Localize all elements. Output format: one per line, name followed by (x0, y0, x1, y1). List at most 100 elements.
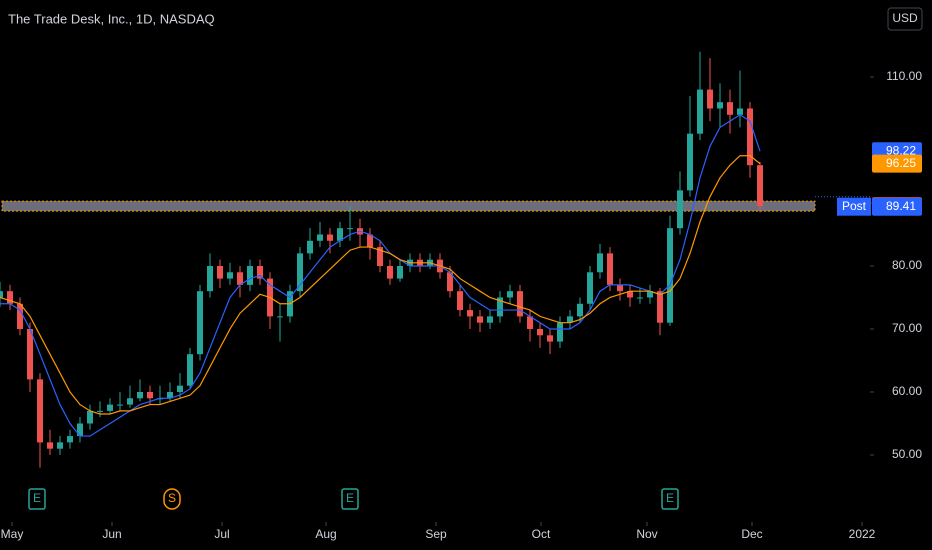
candle-body (137, 391, 143, 399)
candle-body (277, 316, 283, 318)
x-tick-label: Nov (636, 527, 657, 541)
candle-body (147, 391, 153, 399)
candle-body (507, 291, 513, 298)
event-label: E (346, 491, 354, 505)
candle-body (577, 303, 583, 317)
candle-body (107, 404, 113, 411)
candle-body (187, 354, 193, 386)
support-level (1, 200, 816, 212)
candle-body (167, 391, 173, 399)
candle-body (717, 102, 723, 109)
candle-body (457, 291, 463, 311)
candle-body (727, 102, 733, 115)
candle-body (77, 423, 83, 437)
y-tick-label: 70.00 (892, 321, 922, 335)
candle-body (537, 328, 543, 336)
candle-body (737, 108, 743, 115)
candle-body (517, 291, 523, 317)
ma-slow-tag-bg (872, 154, 922, 173)
candle-body (527, 316, 533, 329)
x-tick-label: 2022 (849, 527, 876, 541)
x-tick-label: Oct (532, 527, 551, 541)
candle-body (327, 234, 333, 241)
event-badge (341, 488, 359, 510)
candle-body (377, 247, 383, 266)
event-badge (28, 488, 46, 510)
event-label: S (168, 491, 176, 505)
x-tick-label: Aug (315, 527, 336, 541)
event-badge (163, 488, 181, 510)
candle-body (47, 442, 53, 449)
post-price-tag-bg (872, 197, 922, 216)
post-label-bg (837, 197, 871, 216)
x-tick-label: Jun (102, 527, 121, 541)
candle-body (397, 265, 403, 279)
candle-body (757, 165, 763, 207)
candle-body (497, 297, 503, 317)
candle-body (237, 272, 243, 285)
candle-body (607, 253, 613, 285)
candle-body (707, 89, 713, 109)
currency-box[interactable] (887, 7, 923, 31)
candle-body (227, 272, 233, 279)
candle-body (347, 228, 353, 230)
candle-body (467, 310, 473, 317)
candle-body (627, 291, 633, 298)
candle-body (667, 228, 673, 323)
candle-body (677, 190, 683, 229)
moving-average (0, 114, 761, 437)
candle-body (297, 253, 303, 292)
candle-body (337, 228, 343, 241)
candle-body (97, 410, 103, 412)
currency[interactable]: USD (892, 11, 918, 25)
candle-body (697, 89, 703, 134)
candle-body (587, 272, 593, 304)
post-price-tag: 89.41 (886, 199, 916, 213)
event-badge (661, 488, 679, 510)
candle-body (567, 316, 573, 323)
candle-body (177, 385, 183, 392)
x-tick-label: May (1, 527, 24, 541)
candle-body (447, 272, 453, 292)
candle-body (257, 265, 263, 279)
candle-body (597, 253, 603, 273)
candle-body (477, 316, 483, 323)
candle-body (37, 379, 43, 443)
candle-body (27, 328, 33, 380)
candle-body (747, 108, 753, 166)
post-label: Post (842, 199, 867, 213)
event-label: E (33, 491, 41, 505)
candle-body (217, 265, 223, 279)
candle-body (647, 291, 653, 298)
y-tick-label: 110.00 (886, 69, 922, 83)
candle-body (657, 291, 663, 323)
candle-body (87, 410, 93, 424)
candle-body (67, 436, 73, 443)
candle-body (247, 265, 253, 285)
candle-body (117, 404, 123, 406)
candle-body (17, 303, 23, 329)
candle-body (127, 398, 133, 405)
x-tick-label: Jul (214, 527, 229, 541)
candle-body (0, 291, 3, 298)
candle-body (487, 316, 493, 323)
ma-fast-tag: 98.22 (886, 143, 916, 157)
x-tick-label: Dec (741, 527, 762, 541)
candle-body (307, 240, 313, 254)
candle-body (637, 297, 643, 299)
candle-body (687, 133, 693, 191)
candle-body (7, 291, 13, 304)
candle-body (57, 442, 63, 449)
candle-body (367, 234, 373, 248)
x-tick-label: Sep (425, 527, 447, 541)
moving-average (0, 155, 761, 415)
chart-title: The Trade Desk, Inc., 1D, NASDAQ (8, 11, 215, 26)
ma-slow-tag: 96.25 (886, 156, 916, 170)
candle-body (617, 284, 623, 292)
candle-body (387, 265, 393, 279)
candle-body (197, 291, 203, 355)
y-tick-label: 50.00 (892, 447, 922, 461)
y-tick-label: 60.00 (892, 384, 922, 398)
y-tick-label: 80.00 (892, 258, 922, 272)
